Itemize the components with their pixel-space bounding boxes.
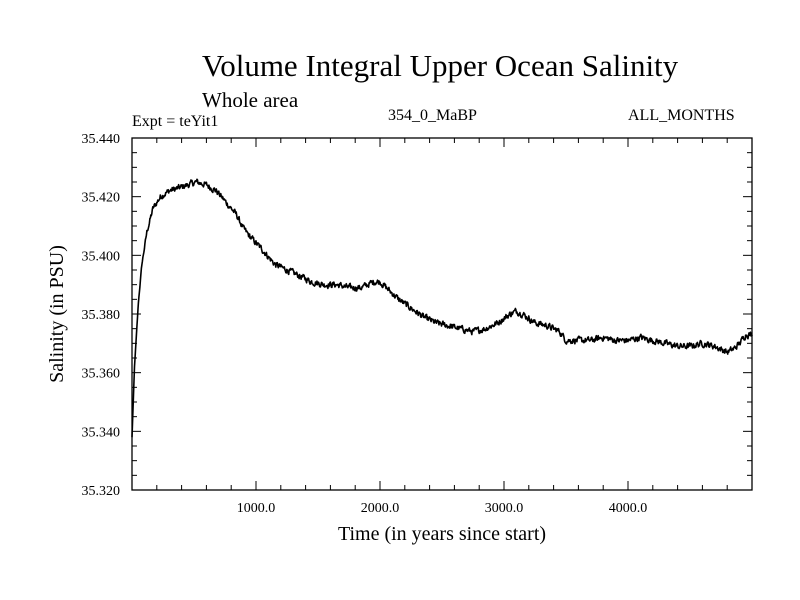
y-tick-label: 35.320 <box>82 484 121 499</box>
plot-frame <box>131 137 753 491</box>
experiment-label: Expt = teYit1 <box>132 113 219 130</box>
salinity-series-line <box>131 178 753 438</box>
axis-ticks <box>132 137 752 491</box>
x-tick-label: 3000.0 <box>485 501 524 516</box>
y-axis-label: Salinity (in PSU) <box>46 245 68 383</box>
y-tick-label: 35.360 <box>82 367 121 382</box>
x-tick-label: 2000.0 <box>361 501 400 516</box>
chart-subtitle: Whole area <box>202 88 299 112</box>
y-tick-label: 35.340 <box>82 425 121 440</box>
period-label: 354_0_MaBP <box>388 107 477 124</box>
y-tick-label: 35.420 <box>82 191 121 206</box>
x-tick-label: 1000.0 <box>237 501 276 516</box>
chart-title: Volume Integral Upper Ocean Salinity <box>201 48 679 83</box>
months-label: ALL_MONTHS <box>628 107 735 124</box>
y-tick-label: 35.400 <box>82 249 121 264</box>
x-tick-label: 4000.0 <box>609 501 648 516</box>
x-axis-label: Time (in years since start) <box>338 523 546 545</box>
tick-labels: 1000.0 2000.0 3000.0 4000.0 35.320 35.340 35.3… <box>82 132 648 516</box>
y-tick-label: 35.440 <box>82 132 121 147</box>
y-tick-label: 35.380 <box>82 308 121 323</box>
